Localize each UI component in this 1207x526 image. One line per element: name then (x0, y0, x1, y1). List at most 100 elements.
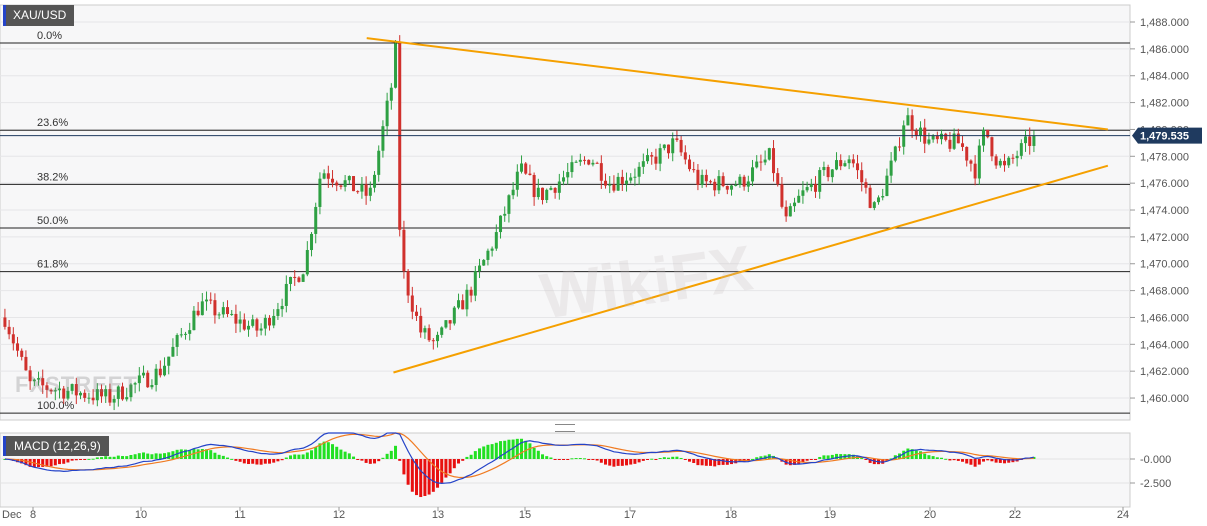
candle-body (91, 397, 95, 401)
macd-histogram-bar (507, 439, 511, 459)
macd-histogram-bar (1003, 459, 1007, 464)
candle-body (629, 177, 633, 181)
macd-histogram-bar (919, 451, 923, 459)
candle-body (175, 335, 179, 347)
macd-histogram-bar (62, 459, 66, 464)
candle-body (910, 115, 914, 131)
macd-histogram-bar (469, 454, 473, 459)
macd-histogram-bar (385, 453, 389, 459)
candle-body (549, 187, 553, 190)
candle-body (814, 184, 818, 192)
candle-body (95, 389, 99, 401)
x-tick-label: 22 (1009, 509, 1021, 521)
candle-body (297, 277, 301, 282)
macd-histogram-bar (297, 454, 301, 459)
macd-histogram-bar (284, 457, 288, 459)
macd-histogram-bar (41, 459, 45, 467)
candle-body (280, 305, 284, 310)
candle-body (32, 379, 36, 382)
macd-histogram-bar (604, 459, 608, 465)
candle-body (961, 143, 965, 147)
macd-histogram-bar (322, 441, 326, 459)
candle-body (646, 155, 650, 162)
candle-body (927, 139, 931, 144)
candle-body (872, 202, 876, 208)
candle-body (536, 187, 540, 198)
candle-body (595, 162, 599, 164)
macd-histogram-bar (53, 459, 57, 466)
macd-histogram-bar (457, 459, 461, 464)
candle-body (704, 174, 708, 182)
candle-body (965, 146, 969, 161)
candle-body (503, 213, 507, 216)
candle-body (104, 389, 108, 397)
macd-histogram-bar (965, 459, 969, 464)
candle-body (146, 372, 150, 388)
macd-histogram-bar (923, 453, 927, 459)
macd-histogram-bar (289, 455, 293, 459)
candle-body (679, 139, 683, 153)
macd-histogram-bar (242, 459, 246, 464)
macd-histogram-bar (461, 459, 465, 461)
macd-histogram-bar (100, 457, 104, 459)
macd-histogram-bar (688, 459, 692, 462)
candle-body (272, 315, 276, 326)
macd-histogram-bar (163, 453, 167, 459)
candle-body (944, 133, 948, 140)
candle-body (809, 184, 813, 188)
candle-body (1011, 157, 1015, 159)
candle-body (507, 195, 511, 214)
macd-histogram-bar (566, 459, 570, 460)
macd-histogram-bar (570, 458, 574, 460)
macd-histogram-bar (410, 459, 414, 492)
candle-body (675, 138, 679, 140)
last-price-tag (1132, 127, 1202, 144)
candle-body (688, 159, 692, 170)
macd-histogram-bar (91, 458, 95, 460)
candle-body (805, 187, 809, 191)
candle-body (864, 182, 868, 188)
candle-body (994, 156, 998, 166)
candle-body (847, 159, 851, 164)
candle-body (213, 300, 217, 316)
candle-body (284, 283, 288, 306)
candle-body (973, 163, 977, 179)
macd-histogram-bar (994, 459, 998, 463)
candle-body (188, 330, 192, 334)
candle-body (637, 166, 641, 177)
panel-resize-handle[interactable] (555, 424, 575, 432)
candle-body (314, 206, 318, 234)
macd-histogram-bar (536, 450, 540, 459)
macd-histogram-bar (961, 459, 965, 462)
x-tick-label: 12 (333, 509, 345, 521)
macd-histogram-bar (746, 459, 750, 461)
candle-body (436, 334, 440, 342)
candle-body (818, 170, 822, 192)
candle-body (914, 130, 918, 136)
macd-histogram-bar (196, 449, 200, 459)
candle-body (599, 163, 603, 181)
macd-histogram-bar (864, 459, 868, 460)
candle-body (574, 161, 578, 163)
candle-body (494, 232, 498, 249)
candle-body (263, 317, 267, 329)
candle-body (772, 148, 776, 174)
candle-body (121, 386, 125, 400)
macd-histogram-bar (74, 459, 78, 461)
macd-histogram-bar (763, 455, 767, 459)
candle-body (37, 378, 41, 380)
candle-body (83, 392, 87, 398)
candle-body (1024, 136, 1028, 144)
macd-histogram-bar (352, 456, 356, 459)
candle-body (709, 181, 713, 183)
macd-histogram-bar (515, 438, 519, 459)
candle-body (368, 187, 372, 196)
candle-body (377, 150, 381, 175)
macd-histogram-bar (541, 454, 545, 459)
candle-body (410, 295, 414, 312)
candle-body (998, 160, 1002, 166)
candle-body (616, 176, 620, 191)
macd-histogram-bar (944, 458, 948, 460)
